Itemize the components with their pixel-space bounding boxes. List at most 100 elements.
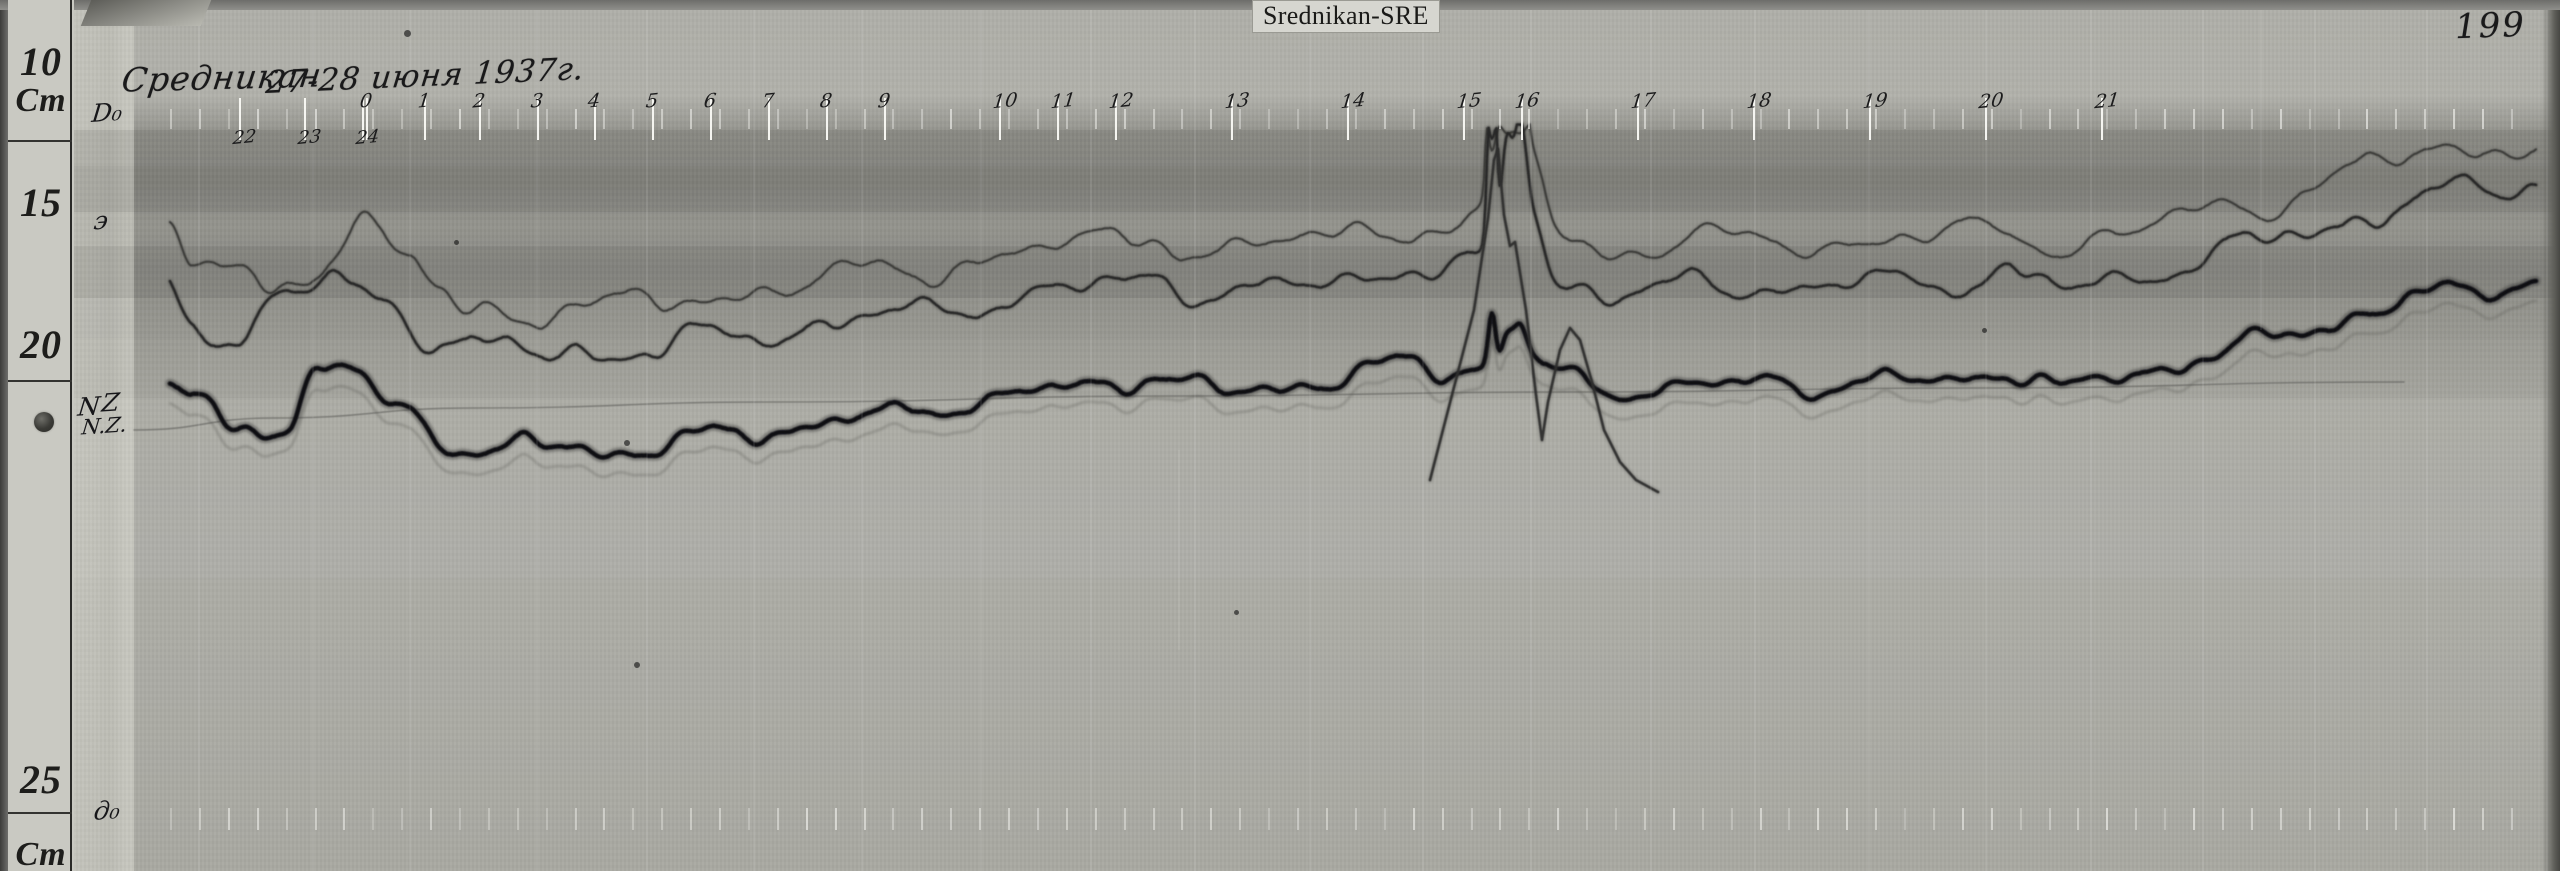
minute-tick-top — [2280, 109, 2282, 129]
trace-ew-halo — [167, 121, 2539, 363]
minute-tick-top — [1413, 109, 1415, 129]
minute-tick-bottom — [2106, 808, 2108, 830]
minute-tick-bottom — [1817, 808, 1819, 830]
hour-label-6: 6 — [702, 89, 718, 113]
minute-tick-top — [777, 109, 779, 129]
paper-grain — [74, 10, 2560, 871]
page-number: 199 — [2454, 4, 2527, 48]
minute-tick-bottom — [835, 808, 837, 830]
minute-tick-top — [1268, 109, 1270, 129]
exposure-band-4 — [74, 246, 2560, 298]
minute-tick-top — [1875, 109, 1877, 129]
minute-tick-bottom — [1326, 808, 1328, 830]
hour-label-10: 10 — [991, 88, 1019, 114]
minute-tick-bottom — [170, 808, 172, 830]
minute-tick-bottom — [632, 808, 634, 830]
hour-label-17: 17 — [1629, 88, 1657, 114]
hour-label-21: 21 — [2093, 88, 2121, 114]
minute-tick-bottom — [1962, 808, 1964, 830]
film-scratch — [1178, 450, 1180, 650]
seismogram-sheet: Срeдникан 27-28 июня 1937г. D₀ э N Z N.Z… — [74, 10, 2560, 871]
paper-fold-line — [1194, 10, 1196, 871]
ruler-label-15: 15 — [20, 180, 62, 225]
minute-tick-top — [1933, 109, 1935, 129]
sheet-left-margin-fade — [74, 10, 126, 871]
trace-z-core — [168, 279, 2538, 459]
minute-tick-bottom — [1875, 808, 1877, 830]
hour-label-4: 4 — [586, 89, 602, 113]
minute-tick-bottom — [228, 808, 230, 830]
trace-label-d0: D₀ — [90, 96, 124, 129]
minute-tick-top — [1153, 109, 1155, 129]
minute-tick-bottom — [286, 808, 288, 830]
minute-tick-top — [228, 109, 230, 129]
minute-tick-bottom — [1413, 808, 1415, 830]
minute-tick-top — [1557, 109, 1559, 129]
hour-label-20: 20 — [1977, 88, 2005, 114]
minute-tick-top — [1673, 109, 1675, 129]
minute-tick-top — [2251, 109, 2253, 129]
ruler-column — [10, 0, 72, 871]
minute-tick-bottom — [1933, 808, 1935, 830]
minute-tick-bottom — [603, 808, 605, 830]
hour-label-5: 5 — [644, 89, 660, 113]
minute-tick-top — [2395, 109, 2397, 129]
minute-tick-top — [1037, 109, 1039, 129]
paper-fold-line — [1422, 10, 1424, 871]
minute-tick-bottom — [257, 808, 259, 830]
drift-line — [133, 381, 2405, 431]
minute-tick-top — [864, 109, 866, 129]
minute-tick-bottom — [1066, 808, 1068, 830]
minute-tick-top — [575, 109, 577, 129]
minute-tick-bottom — [401, 808, 403, 830]
trace-z-halo — [165, 276, 2541, 463]
minute-tick-bottom — [546, 808, 548, 830]
minute-tick-top — [2106, 109, 2108, 129]
minute-tick-top — [459, 109, 461, 129]
minute-tick-top — [170, 109, 172, 129]
minute-tick-bottom — [1644, 808, 1646, 830]
seismogram-traces — [133, 115, 2541, 822]
minute-tick-top — [2338, 109, 2340, 129]
minute-tick-top — [1702, 109, 1704, 129]
punch-hole — [34, 412, 54, 432]
paper-fold-line — [536, 10, 538, 871]
minute-tick-bottom — [2395, 808, 2397, 830]
minute-tick-bottom — [2309, 808, 2311, 830]
minute-tick-bottom — [1615, 808, 1617, 830]
minute-tick-top — [1210, 109, 1212, 129]
minute-tick-bottom — [315, 808, 317, 830]
minute-tick-top — [2049, 109, 2051, 129]
ruler-label-cm-bottom: Cm — [15, 836, 67, 871]
minute-tick-bottom — [343, 808, 345, 830]
minute-tick-bottom — [1731, 808, 1733, 830]
minute-tick-top — [1788, 109, 1790, 129]
minute-tick-top — [343, 109, 345, 129]
minute-tick-bottom — [1095, 808, 1097, 830]
trace-z — [167, 278, 2539, 460]
minute-tick-bottom — [1442, 808, 1444, 830]
minute-tick-bottom — [864, 808, 866, 830]
minute-tick-top — [1586, 109, 1588, 129]
minute-tick-top — [1297, 109, 1299, 129]
hour-label-15: 15 — [1455, 88, 1483, 114]
minute-tick-top — [1731, 109, 1733, 129]
exposure-band-5 — [74, 298, 2560, 338]
minute-tick-top — [488, 109, 490, 129]
minute-tick-bottom — [517, 808, 519, 830]
hour-label-24-below: 24 — [354, 125, 381, 150]
minute-tick-top — [286, 109, 288, 129]
minute-tick-top — [2020, 109, 2022, 129]
minute-tick-bottom — [2020, 808, 2022, 830]
hour-label-13: 13 — [1223, 88, 1251, 114]
minute-tick-top — [719, 109, 721, 129]
minute-tick-bottom — [2453, 808, 2455, 830]
trace-ew — [168, 122, 2538, 362]
paper-fold-line — [2546, 10, 2548, 871]
hour-label-2: 2 — [471, 89, 487, 113]
minute-tick-top — [430, 109, 432, 129]
minute-tick-top — [1384, 109, 1386, 129]
paper-fold-line — [1090, 10, 1092, 871]
minute-tick-bottom — [372, 808, 374, 830]
